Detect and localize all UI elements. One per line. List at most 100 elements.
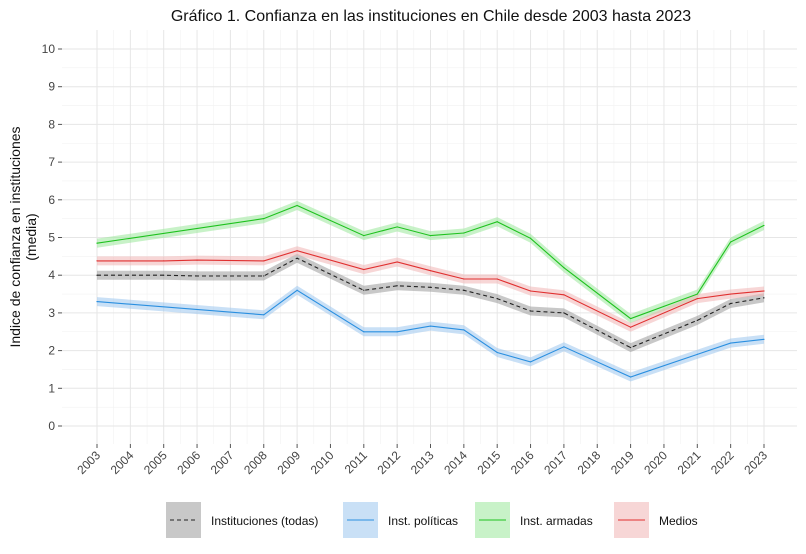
legend-item: Instituciones (todas) bbox=[166, 502, 318, 538]
data-point bbox=[296, 257, 298, 259]
data-point bbox=[529, 237, 532, 239]
y-tick-label: 10 bbox=[42, 42, 56, 56]
data-point bbox=[630, 317, 632, 320]
confidence-band bbox=[97, 253, 764, 353]
data-point bbox=[296, 289, 298, 291]
data-point bbox=[496, 297, 498, 300]
data-point bbox=[363, 331, 365, 333]
legend: Instituciones (todas) Inst. políticas Inst… bbox=[166, 502, 698, 538]
data-point bbox=[296, 250, 298, 252]
data-point bbox=[496, 278, 498, 280]
data-point bbox=[363, 289, 365, 291]
data-point bbox=[196, 275, 198, 277]
y-tick-label: 4 bbox=[48, 268, 55, 282]
data-point bbox=[730, 241, 732, 243]
y-tick-label: 1 bbox=[48, 381, 55, 395]
x-tick-label: 2020 bbox=[641, 448, 670, 477]
x-tick-label: 2016 bbox=[508, 448, 537, 477]
x-tick-label: 2006 bbox=[174, 448, 203, 477]
data-point bbox=[96, 260, 98, 262]
data-point bbox=[529, 290, 532, 292]
data-point bbox=[730, 302, 732, 305]
data-point bbox=[363, 268, 365, 271]
y-axis-title-line-1: Indice de confianza en instituciones bbox=[7, 126, 23, 347]
legend-label: Medios bbox=[659, 514, 698, 528]
data-point bbox=[696, 297, 698, 300]
y-axis-title-line-2: (media) bbox=[23, 213, 39, 260]
legend-item: Inst. armadas bbox=[475, 502, 593, 538]
data-point bbox=[730, 342, 732, 344]
data-point bbox=[429, 270, 432, 272]
x-tick-label: 2023 bbox=[741, 448, 770, 477]
x-tick-label: 2022 bbox=[708, 448, 737, 477]
x-tick-label: 2019 bbox=[608, 448, 637, 477]
y-tick-label: 6 bbox=[48, 193, 55, 207]
data-point bbox=[263, 218, 265, 220]
x-tick-label: 2003 bbox=[74, 448, 103, 477]
x-tick-label: 2021 bbox=[675, 448, 704, 477]
x-tick-label: 2011 bbox=[342, 448, 370, 476]
plot-area: 0 1 2 3 4 5 6 7 8 9 10 2003 2004 2005 2006 2007 2008 2009… bbox=[42, 30, 797, 477]
x-tick-label: 2009 bbox=[274, 448, 303, 477]
data-point bbox=[96, 274, 98, 276]
data-point bbox=[396, 331, 398, 333]
data-point bbox=[429, 325, 432, 327]
data-point bbox=[529, 310, 532, 312]
data-point bbox=[630, 376, 632, 378]
data-point bbox=[463, 289, 465, 291]
series-line bbox=[97, 250, 765, 328]
data-point bbox=[496, 221, 498, 223]
x-tick-label: 2010 bbox=[308, 448, 337, 477]
chart-title: Gráfico 1. Confianza en las institucione… bbox=[171, 8, 691, 25]
data-point bbox=[396, 285, 398, 287]
data-point bbox=[563, 294, 565, 296]
data-point bbox=[363, 235, 365, 237]
data-point bbox=[763, 338, 765, 340]
data-point bbox=[96, 300, 98, 303]
data-point bbox=[696, 353, 698, 355]
data-point bbox=[263, 260, 265, 262]
legend-label: Inst. políticas bbox=[388, 514, 458, 528]
data-point bbox=[529, 361, 532, 363]
y-tick-label: 0 bbox=[48, 419, 55, 433]
y-tick-label: 7 bbox=[48, 155, 55, 169]
x-tick-label: 2014 bbox=[441, 448, 470, 477]
confidence-band bbox=[97, 285, 764, 382]
x-tick-label: 2012 bbox=[374, 448, 403, 477]
y-tick-label: 9 bbox=[48, 80, 55, 94]
x-tick-label: 2005 bbox=[141, 448, 170, 477]
data-point bbox=[463, 232, 465, 234]
legend-item: Medios bbox=[614, 502, 698, 538]
data-point bbox=[396, 226, 398, 228]
data-point bbox=[163, 260, 165, 262]
y-tick-label: 3 bbox=[48, 306, 55, 320]
data-point bbox=[96, 242, 98, 244]
data-point bbox=[763, 290, 765, 292]
x-tick-label: 2015 bbox=[475, 448, 504, 477]
data-point bbox=[730, 293, 732, 295]
data-point bbox=[563, 267, 565, 269]
series-line bbox=[97, 257, 765, 349]
legend-label: Inst. armadas bbox=[520, 514, 593, 528]
series-line bbox=[96, 204, 765, 320]
x-tick-label: 2013 bbox=[408, 448, 437, 477]
data-point bbox=[296, 204, 298, 207]
data-point bbox=[263, 275, 265, 277]
data-point bbox=[463, 329, 465, 331]
data-point bbox=[196, 259, 198, 261]
data-point bbox=[563, 346, 565, 348]
data-point bbox=[763, 297, 765, 299]
data-point bbox=[263, 314, 265, 316]
data-point bbox=[429, 235, 432, 237]
legend-item: Inst. políticas bbox=[343, 502, 458, 538]
data-point bbox=[630, 346, 632, 349]
x-tick-label: 2008 bbox=[241, 448, 270, 477]
data-point bbox=[496, 351, 498, 354]
data-point bbox=[463, 278, 465, 280]
data-point bbox=[163, 274, 165, 276]
data-point bbox=[630, 326, 632, 328]
x-tick-label: 2017 bbox=[541, 448, 570, 477]
data-point bbox=[563, 312, 565, 314]
data-point bbox=[396, 261, 398, 263]
